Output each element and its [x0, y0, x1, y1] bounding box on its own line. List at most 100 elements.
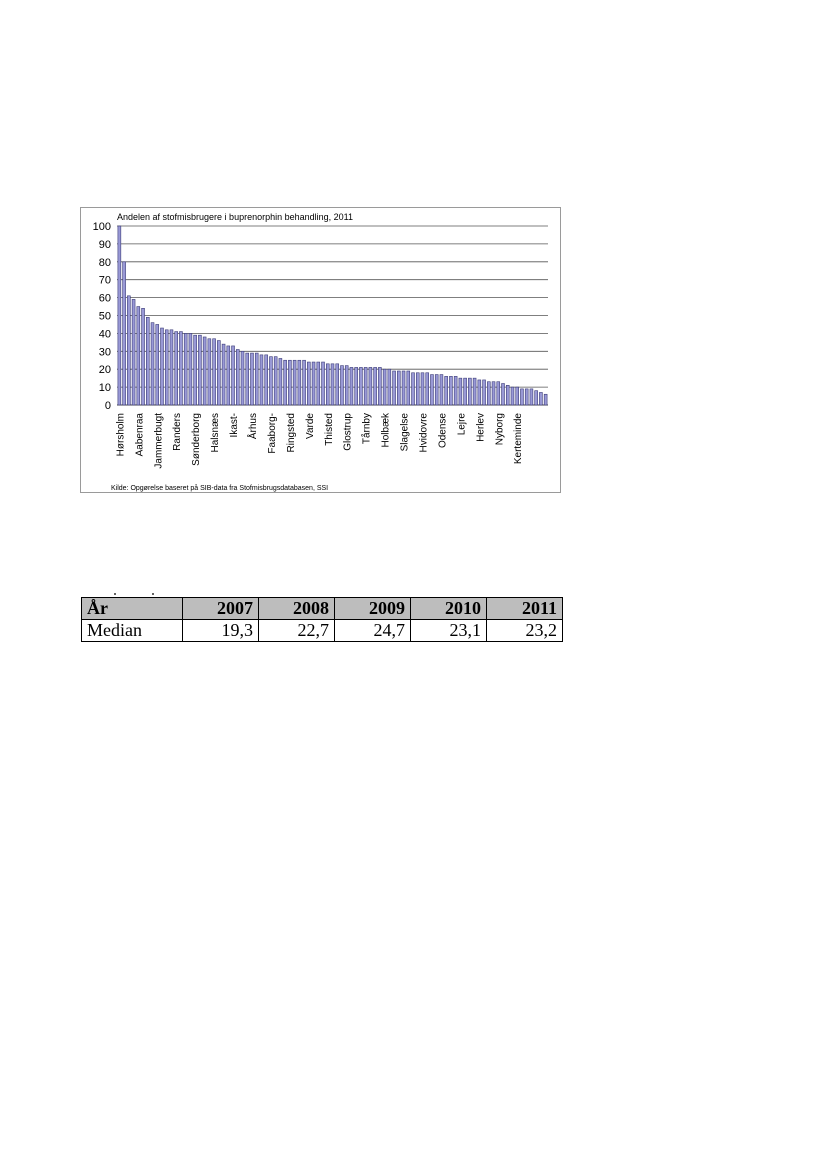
bar [193, 334, 197, 406]
bar [202, 336, 207, 406]
bar [415, 372, 420, 406]
bar [321, 361, 325, 406]
y-tick-label: 10 [99, 382, 111, 394]
y-tick-label: 50 [99, 311, 111, 323]
bar [297, 359, 302, 406]
bar [269, 356, 273, 406]
x-category-label: Hørsholm [115, 413, 126, 456]
header-year: År [81, 597, 183, 620]
x-category-label: Slagelse [400, 413, 411, 452]
bar [373, 367, 377, 406]
bar [278, 358, 283, 406]
x-category-label: Varde [305, 413, 316, 439]
bar [283, 359, 287, 406]
bar [164, 329, 169, 406]
bar [146, 316, 150, 406]
x-axis-category-labels: Hørsholm Aabenraa Jammerbugt Randers Sønderb… [115, 412, 524, 469]
bar [127, 295, 131, 406]
bar [273, 356, 278, 406]
bar [250, 352, 254, 406]
x-category-label: Hvidovre [418, 413, 429, 453]
x-category-label: Odense [437, 413, 448, 448]
bar [311, 361, 316, 406]
bar [534, 390, 538, 406]
bar [349, 367, 354, 406]
header-2008: 2008 [258, 597, 335, 620]
bar [439, 374, 444, 406]
bar [226, 345, 231, 406]
bar [217, 340, 221, 406]
bar [477, 379, 482, 406]
bar [245, 352, 250, 406]
bar [160, 327, 164, 406]
x-category-label: Lejre [456, 413, 467, 436]
y-tick-label: 80 [99, 257, 111, 269]
bar [316, 361, 321, 406]
bar [406, 370, 411, 406]
x-category-label: Ringsted [286, 413, 297, 452]
median-2007: 19,3 [182, 619, 259, 642]
bar [198, 334, 202, 406]
median-2008: 22,7 [258, 619, 335, 642]
bar [288, 359, 292, 406]
median-table: År 2007 2008 2009 2010 2011 Median 19,3 … [81, 597, 563, 642]
x-category-label: Århus [246, 413, 259, 439]
median-table-row: Median 19,3 22,7 24,7 23,1 23,2 [81, 619, 563, 642]
x-category-label: Jammerbugt [153, 413, 164, 469]
bar [453, 376, 458, 406]
bars [117, 225, 548, 406]
bar [430, 374, 434, 406]
bar [496, 381, 501, 406]
bar [325, 363, 330, 406]
bar [179, 331, 183, 406]
bar [240, 351, 245, 406]
y-tick-label: 70 [99, 275, 111, 287]
header-2007: 2007 [182, 597, 259, 620]
bar [221, 343, 226, 406]
bar [150, 322, 155, 406]
chart-source-note: Kilde: Opgørelse baseret på SIB-data fra… [111, 484, 328, 492]
bar [155, 324, 160, 406]
x-category-label: Herlev [475, 413, 486, 442]
bar [401, 370, 406, 406]
bar [434, 374, 439, 406]
x-category-label: Halsnæs [210, 413, 221, 452]
bar [463, 377, 467, 406]
decor-dot [152, 593, 154, 595]
row-label-median: Median [81, 619, 183, 642]
bar [449, 376, 453, 406]
bar [363, 367, 368, 406]
bar [188, 333, 193, 406]
y-tick-label: 20 [99, 364, 111, 376]
header-2010: 2010 [410, 597, 487, 620]
bar [359, 367, 363, 406]
y-tick-label: 30 [99, 346, 111, 358]
y-tick-label: 60 [99, 293, 111, 305]
bar [174, 331, 178, 406]
y-tick-label: 100 [93, 221, 111, 233]
bar [169, 329, 174, 406]
bar [183, 333, 188, 406]
x-category-label: Kerteminde [513, 413, 524, 465]
bar [539, 392, 543, 406]
bar [378, 367, 382, 406]
bar [212, 338, 216, 406]
bar [231, 345, 235, 406]
y-tick-label: 40 [99, 328, 111, 340]
bar [141, 308, 145, 406]
bar [236, 349, 240, 406]
x-category-label: Holbæk [381, 412, 392, 447]
bar [458, 377, 463, 406]
bar [117, 225, 122, 406]
median-table-header-row: År 2007 2008 2009 2010 2011 [81, 597, 563, 620]
y-tick-label: 90 [99, 239, 111, 251]
header-2011: 2011 [486, 597, 563, 620]
x-category-label: Thisted [324, 413, 335, 446]
bar [482, 379, 486, 406]
bar [259, 354, 264, 406]
bar-chart: Andelen af stofmisbrugere i buprenorphin… [93, 212, 548, 492]
x-category-label: Sønderborg [191, 413, 202, 466]
bar [387, 368, 392, 406]
bar [520, 388, 524, 406]
bar [505, 385, 510, 406]
